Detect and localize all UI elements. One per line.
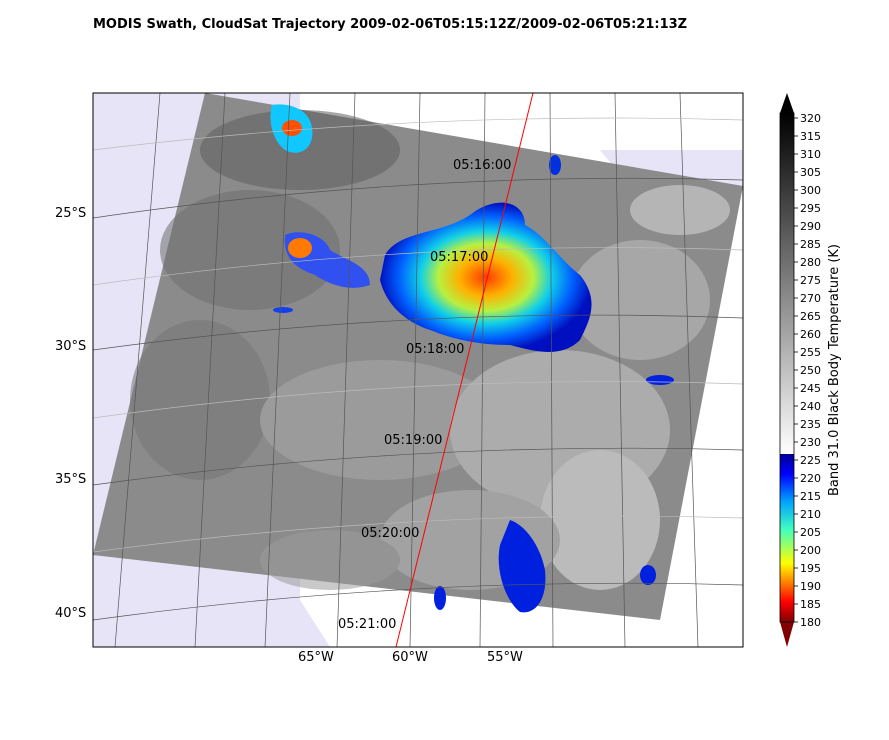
colorbar-tick-label: 300	[800, 184, 821, 197]
colorbar-tick-label: 225	[800, 454, 821, 467]
cloudsat-trajectory	[395, 93, 534, 647]
map-frame	[92, 92, 744, 648]
colorbar-tick-label: 220	[800, 472, 821, 485]
colorbar-tick-label: 305	[800, 166, 821, 179]
time-label: 05:18:00	[406, 342, 464, 357]
colorbar-tick-label: 295	[800, 202, 821, 215]
colorbar-tick-label: 265	[800, 310, 821, 323]
colorbar-tick-label: 280	[800, 256, 821, 269]
colorbar-tick-label: 210	[800, 508, 821, 521]
colorbar-tick-label: 270	[800, 292, 821, 305]
colorbar-max-arrow	[780, 93, 794, 113]
colorbar-tick-label: 275	[800, 274, 821, 287]
colorbar-gray-segment	[780, 113, 794, 454]
lon-label: 60°W	[392, 650, 428, 665]
colorbar-tick-label: 205	[800, 526, 821, 539]
swath-texture	[130, 110, 730, 590]
time-label: 05:20:00	[361, 526, 419, 541]
colorbar-color-segment	[780, 454, 794, 622]
cold-cloud-tops	[270, 104, 674, 613]
lat-label: 25°S	[55, 206, 86, 221]
colorbar-tick-label: 255	[800, 346, 821, 359]
time-label: 05:17:00	[430, 250, 488, 265]
colorbar-tick-label: 180	[800, 616, 821, 629]
colorbar-tick-label: 200	[800, 544, 821, 557]
lon-label: 55°W	[487, 650, 523, 665]
colorbar-tick-label: 195	[800, 562, 821, 575]
colorbar-tick-label: 245	[800, 382, 821, 395]
colorbar-min-arrow	[780, 622, 794, 647]
colorbar-tick-label: 290	[800, 220, 821, 233]
lon-label: 65°W	[298, 650, 334, 665]
colorbar-tick-label: 235	[800, 418, 821, 431]
colorbar-frame	[779, 112, 795, 623]
colorbar-tick-label: 320	[800, 112, 821, 125]
time-label: 05:16:00	[453, 158, 511, 173]
graticule	[93, 93, 743, 647]
map-area	[93, 93, 743, 647]
colorbar-ticks: 180 185 190 195 200 205 210 215 220 225 230 235 240 2…	[794, 112, 821, 629]
colorbar-tick-label: 230	[800, 436, 821, 449]
chart-title: MODIS Swath, CloudSat Trajectory 2009-02…	[93, 17, 688, 32]
colorbar-tick-label: 185	[800, 598, 821, 611]
lat-label: 40°S	[55, 606, 86, 621]
colorbar-tick-label: 260	[800, 328, 821, 341]
colorbar-tick-label: 190	[800, 580, 821, 593]
colorbar-tick-label: 215	[800, 490, 821, 503]
colorbar-tick-label: 310	[800, 148, 821, 161]
colorbar-label: Band 31.0 Black Body Temperature (K)	[827, 244, 842, 496]
colorbar-tick-label: 285	[800, 238, 821, 251]
time-label: 05:19:00	[384, 433, 442, 448]
lat-label: 35°S	[55, 472, 86, 487]
colorbar: 180 185 190 195 200 205 210 215 220 225 230 235 240 2…	[779, 93, 842, 647]
colorbar-tick-label: 250	[800, 364, 821, 377]
colorbar-tick-label: 240	[800, 400, 821, 413]
lat-label: 30°S	[55, 339, 86, 354]
time-label: 05:21:00	[338, 617, 396, 632]
colorbar-tick-label: 315	[800, 130, 821, 143]
